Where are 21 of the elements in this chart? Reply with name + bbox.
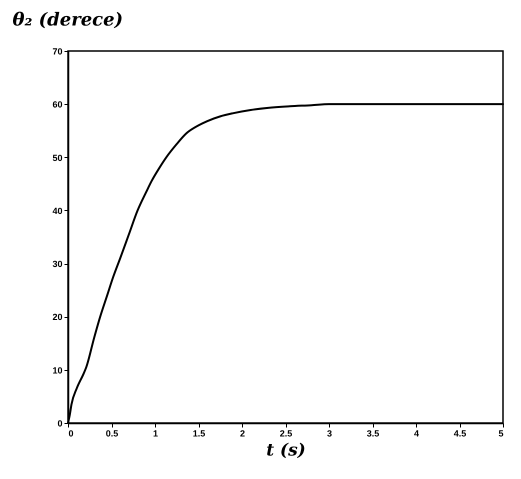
y-tick-label: 0 [57,418,62,428]
y-tick-label: 30 [52,259,62,270]
y-tick-label: 60 [52,100,62,110]
x-tick-label: 4.5 [454,428,466,438]
x-tick-label: 0 [68,428,74,438]
x-tick-label: 3.5 [366,428,380,438]
x-tick-label: 1 [152,428,158,438]
x-tick-label: 5 [498,428,504,438]
y-tick-label: 70 [52,46,62,56]
x-axis-title: t (s) [266,440,306,460]
y-axis-title: θ₂ (derece) [12,10,124,30]
y-tick-label: 10 [52,365,62,376]
x-tick-label: 0.5 [106,428,118,438]
y-tick-label: 40 [52,206,62,216]
y-tick-label: 20 [52,312,62,322]
x-tick-label: 4 [414,428,420,438]
y-tick-label: 50 [52,152,62,163]
x-tick-label: 2 [240,428,246,438]
x-tick-label: 2.5 [280,428,292,438]
x-tick-label: 3 [326,428,332,438]
x-tick-label: 1.5 [192,428,206,438]
